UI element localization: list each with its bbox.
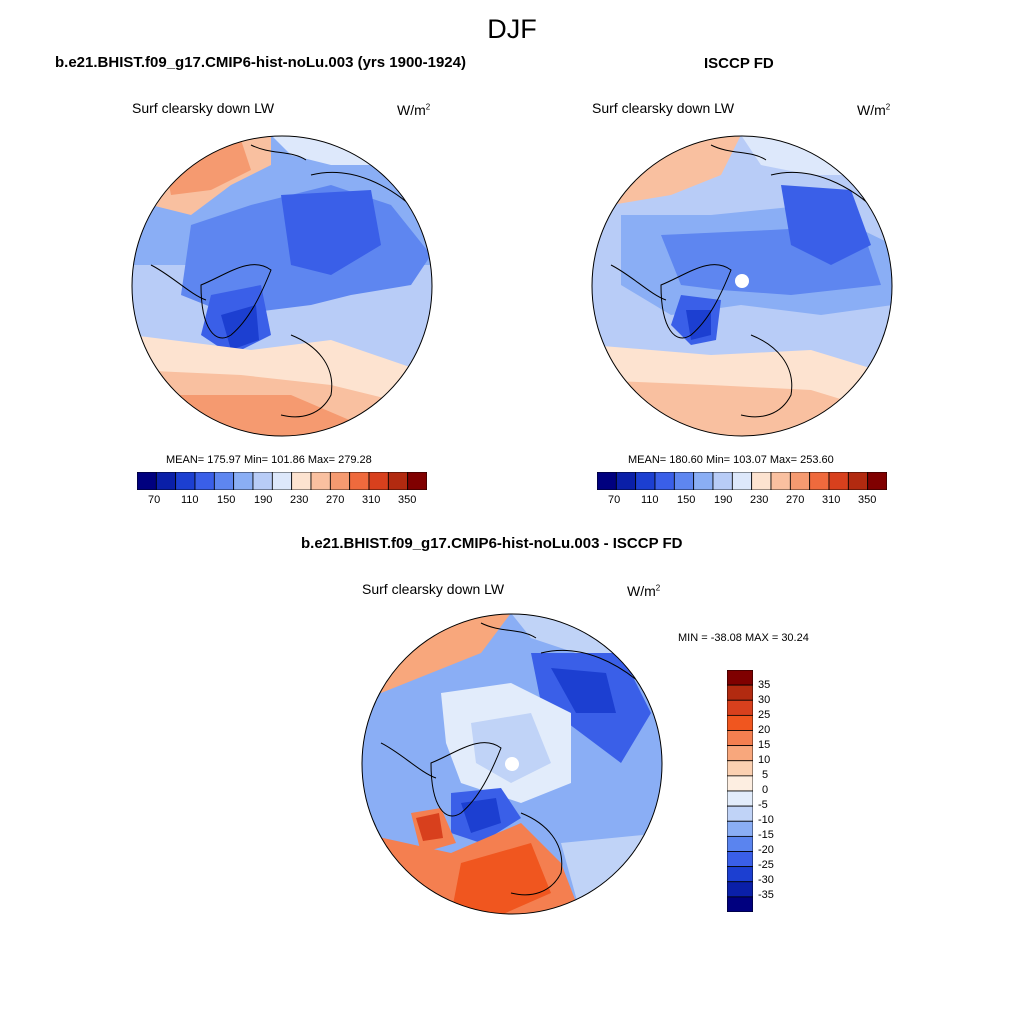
colorbar-swatch — [727, 714, 753, 731]
colorbar-swatch — [727, 730, 753, 747]
colorbar-swatch — [867, 472, 887, 490]
diff-colorbar-tick: 10 — [758, 754, 771, 766]
model-units-label: W/m2 — [397, 102, 431, 118]
obs-colorbar-tick: 230 — [750, 494, 769, 506]
colorbar-swatch — [291, 472, 312, 490]
model-colorbar — [137, 472, 427, 490]
obs-colorbar-tick: 70 — [608, 494, 621, 506]
colorbar-swatch — [693, 472, 714, 490]
colorbar-swatch — [727, 881, 753, 898]
colorbar-swatch — [727, 896, 753, 912]
diff-colorbar-tick: -20 — [758, 844, 774, 856]
colorbar-swatch — [329, 472, 351, 490]
model-colorbar-tick: 270 — [326, 494, 345, 506]
colorbar-swatch — [155, 472, 177, 490]
diff-colorbar-tick: -15 — [758, 829, 774, 841]
colorbar-swatch — [828, 472, 849, 490]
colorbar-swatch — [271, 472, 293, 490]
model-colorbar-tick: 310 — [362, 494, 381, 506]
colorbar-swatch — [727, 745, 753, 762]
model-variable-label: Surf clearsky down LW — [132, 100, 275, 116]
obs-variable-label: Surf clearsky down LW — [592, 100, 735, 116]
obs-colorbar-tick: 190 — [714, 494, 733, 506]
colorbar-swatch — [727, 760, 753, 777]
colorbar-swatch — [727, 670, 753, 686]
colorbar-swatch — [727, 684, 753, 701]
colorbar-swatch — [407, 472, 427, 490]
colorbar-swatch — [194, 472, 215, 490]
model-colorbar-tick: 110 — [181, 494, 199, 506]
colorbar-swatch — [175, 472, 196, 490]
colorbar-swatch — [727, 835, 753, 852]
obs-colorbar-tick: 110 — [641, 494, 659, 506]
diff-colorbar-tick: -30 — [758, 874, 774, 886]
colorbar-swatch — [731, 472, 753, 490]
colorbar-swatch — [597, 472, 617, 490]
obs-panel-title: ISCCP FD — [704, 55, 774, 72]
colorbar-swatch — [751, 472, 772, 490]
colorbar-swatch — [673, 472, 695, 490]
colorbar-swatch — [654, 472, 675, 490]
colorbar-swatch — [252, 472, 273, 490]
colorbar-swatch — [310, 472, 331, 490]
colorbar-swatch — [727, 851, 753, 868]
obs-units-label: W/m2 — [857, 102, 891, 118]
diff-colorbar-tick: 5 — [762, 769, 769, 781]
obs-polar-map — [591, 135, 893, 437]
diff-colorbar-tick: -35 — [758, 889, 774, 901]
diff-panel-title: b.e21.BHIST.f09_g17.CMIP6-hist-noLu.003 … — [301, 535, 683, 552]
colorbar-swatch — [727, 820, 753, 837]
obs-colorbar-tick: 150 — [677, 494, 696, 506]
model-colorbar-tick: 190 — [254, 494, 273, 506]
diff-colorbar-tick: -10 — [758, 814, 774, 826]
colorbar-swatch — [368, 472, 389, 490]
colorbar-swatch — [137, 472, 157, 490]
obs-colorbar-tick: 270 — [786, 494, 805, 506]
obs-colorbar — [597, 472, 887, 490]
colorbar-swatch — [233, 472, 254, 490]
model-panel-title: b.e21.BHIST.f09_g17.CMIP6-hist-noLu.003 … — [55, 54, 466, 71]
model-colorbar-tick: 230 — [290, 494, 309, 506]
colorbar-swatch — [213, 472, 235, 490]
colorbar-swatch — [789, 472, 811, 490]
diff-colorbar-tick: 25 — [758, 709, 771, 721]
diff-variable-label: Surf clearsky down LW — [362, 581, 505, 597]
diff-colorbar-tick: 30 — [758, 694, 771, 706]
diff-colorbar-tick: -5 — [758, 799, 768, 811]
obs-colorbar-tick: 310 — [822, 494, 841, 506]
diff-colorbar-tick: 0 — [762, 784, 769, 796]
colorbar-swatch — [635, 472, 656, 490]
obs-colorbar-tick: 350 — [858, 494, 877, 506]
model-colorbar-tick: 150 — [217, 494, 236, 506]
colorbar-swatch — [847, 472, 869, 490]
colorbar-swatch — [615, 472, 637, 490]
model-colorbar-tick: 350 — [398, 494, 417, 506]
colorbar-swatch — [770, 472, 791, 490]
obs-stats: MEAN= 180.60 Min= 103.07 Max= 253.60 — [628, 454, 834, 466]
colorbar-swatch — [349, 472, 370, 490]
colorbar-swatch — [727, 775, 753, 792]
colorbar-swatch — [727, 699, 753, 716]
diff-colorbar — [727, 670, 753, 912]
diff-polar-map — [361, 613, 663, 915]
colorbar-swatch — [727, 805, 753, 822]
diff-colorbar-tick: -25 — [758, 859, 774, 871]
diff-colorbar-tick: 20 — [758, 724, 771, 736]
diff-colorbar-tick: 15 — [758, 739, 771, 751]
colorbar-swatch — [387, 472, 409, 490]
model-stats: MEAN= 175.97 Min= 101.86 Max= 279.28 — [166, 454, 372, 466]
diff-colorbar-tick: 35 — [758, 679, 771, 691]
page-title: DJF — [487, 14, 537, 44]
diff-units-label: W/m2 — [627, 583, 661, 599]
model-polar-map — [131, 135, 433, 437]
colorbar-swatch — [712, 472, 733, 490]
colorbar-swatch — [727, 866, 753, 883]
diff-stats: MIN = -38.08 MAX = 30.24 — [678, 632, 809, 644]
colorbar-swatch — [727, 790, 753, 807]
colorbar-swatch — [809, 472, 830, 490]
model-colorbar-tick: 70 — [148, 494, 161, 506]
